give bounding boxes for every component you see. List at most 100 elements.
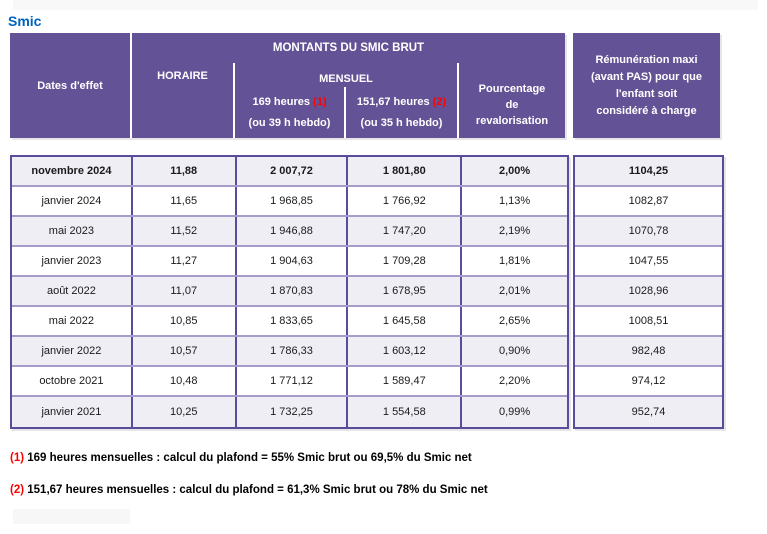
remuneration-cell: 952,74	[631, 406, 666, 418]
remuneration-row: 1047,55	[575, 247, 722, 277]
horaire-cell: 11,27	[130, 247, 235, 275]
table-row: janvier 2021 10,25 1 732,25 1 554,58 0,99%	[12, 397, 567, 427]
horaire-cell: 10,85	[130, 307, 235, 335]
date-cell: novembre 2024	[31, 165, 112, 177]
remuneration-row: 982,48	[575, 337, 722, 367]
mensuel-151-cell: 1 645,58	[346, 307, 460, 335]
table-row: août 2022 11,07 1 870,83 1 678,95 2,01%	[12, 277, 567, 307]
date-cell: août 2022	[46, 285, 96, 297]
table-row: octobre 2021 10,48 1 771,12 1 589,47 2,20%	[12, 367, 567, 397]
header-169-label: 169 heures	[252, 95, 310, 108]
remuneration-cell: 1028,96	[628, 285, 669, 297]
header-montants-smic-brut: MONTANTS DU SMIC BRUT	[132, 33, 565, 63]
remuneration-cell: 1008,51	[628, 315, 669, 327]
pourcentage-cell: 1,13%	[460, 187, 567, 215]
table-row: janvier 2022 10,57 1 786,33 1 603,12 0,90%	[12, 337, 567, 367]
footnote-1-text: 169 heures mensuelles : calcul du plafon…	[27, 452, 472, 464]
pourcentage-cell: 2,19%	[460, 217, 567, 245]
header-remuneration-maxi: Rémunération maxi (avant PAS) pour que l…	[573, 33, 720, 138]
header-right-group: MONTANTS DU SMIC BRUT HORAIRE MENSUEL 16…	[132, 33, 565, 138]
mensuel-169-cell: 2 007,72	[234, 157, 347, 185]
footnote-ref-2: (2)	[432, 95, 447, 108]
mensuel-169-cell: 1 946,88	[234, 217, 347, 245]
header-dates-effet: Dates d'effet	[10, 33, 130, 138]
remuneration-row: 1028,96	[575, 277, 722, 307]
remuneration-row: 1104,25	[575, 157, 722, 187]
mensuel-151-cell: 1 766,92	[346, 187, 460, 215]
pourcentage-cell: 0,99%	[460, 397, 567, 427]
table-row: mai 2023 11,52 1 946,88 1 747,20 2,19%	[12, 217, 567, 247]
header-169-sub: (ou 39 h hebdo)	[248, 116, 331, 129]
date-cell: janvier 2022	[41, 345, 102, 357]
mensuel-169-cell: 1 870,83	[234, 277, 347, 305]
mensuel-151-cell: 1 678,95	[346, 277, 460, 305]
remuneration-row: 1070,78	[575, 217, 722, 247]
horaire-cell: 10,48	[130, 367, 235, 395]
mensuel-151-cell: 1 747,20	[346, 217, 460, 245]
horaire-cell: 11,07	[130, 277, 235, 305]
date-cell: octobre 2021	[39, 375, 104, 387]
remuneration-row: 1008,51	[575, 307, 722, 337]
remuneration-cell: 1082,87	[628, 195, 669, 207]
smic-table-header: Dates d'effet MONTANTS DU SMIC BRUT HORA…	[10, 33, 565, 138]
header-151-heures: 151,67 heures (2) (ou 35 h hebdo)	[346, 87, 457, 138]
mensuel-169-cell: 1 732,25	[234, 397, 347, 427]
footnote-2: (2) 151,67 heures mensuelles : calcul du…	[10, 484, 488, 496]
remuneration-row: 952,74	[575, 397, 722, 427]
pourcentage-cell: 1,81%	[460, 247, 567, 275]
mensuel-151-cell: 1 801,80	[346, 157, 460, 185]
horaire-cell: 10,25	[130, 397, 235, 427]
mensuel-169-cell: 1 771,12	[234, 367, 347, 395]
header-pourcentage-revalorisation: Pourcentage de revalorisation	[459, 63, 565, 138]
date-cell: janvier 2021	[41, 406, 102, 418]
top-strip	[13, 0, 758, 10]
footnote-2-text: 151,67 heures mensuelles : calcul du pla…	[27, 484, 488, 496]
date-cell: janvier 2024	[41, 195, 102, 207]
footnote-2-ref: (2)	[10, 484, 25, 496]
pourcentage-cell: 2,01%	[460, 277, 567, 305]
table-row: janvier 2024 11,65 1 968,85 1 766,92 1,13%	[12, 187, 567, 217]
mensuel-151-cell: 1 589,47	[346, 367, 460, 395]
header-169-heures: 169 heures (1) (ou 39 h hebdo)	[235, 87, 344, 138]
pourcentage-cell: 2,00%	[460, 157, 567, 185]
remuneration-cell: 982,48	[631, 345, 666, 357]
footnote-ref-1: (1)	[313, 95, 327, 108]
bottom-strip	[13, 509, 130, 524]
table-row: janvier 2023 11,27 1 904,63 1 709,28 1,81%	[12, 247, 567, 277]
remuneration-cell: 1104,25	[628, 165, 669, 177]
date-cell: mai 2023	[48, 225, 95, 237]
horaire-cell: 10,57	[130, 337, 235, 365]
remuneration-cell: 1047,55	[628, 255, 669, 267]
mensuel-169-cell: 1 833,65	[234, 307, 347, 335]
horaire-cell: 11,52	[130, 217, 235, 245]
mensuel-169-cell: 1 786,33	[234, 337, 347, 365]
header-151-label: 151,67 heures	[356, 95, 430, 108]
page-title: Smic	[8, 13, 42, 29]
mensuel-151-cell: 1 709,28	[346, 247, 460, 275]
remu-table-rows: 1104,25 1082,87 1070,78 1047,55 1028,96 1008,…	[573, 155, 724, 429]
header-horaire: HORAIRE	[132, 63, 233, 138]
table-row: novembre 2024 11,88 2 007,72 1 801,80 2,00%	[12, 157, 567, 187]
remuneration-cell: 1070,78	[628, 225, 669, 237]
horaire-cell: 11,88	[130, 157, 235, 185]
footnote-1: (1) 169 heures mensuelles : calcul du pl…	[10, 452, 472, 464]
header-mensuel: MENSUEL	[235, 63, 457, 87]
pourcentage-cell: 2,65%	[460, 307, 567, 335]
date-cell: janvier 2023	[41, 255, 102, 267]
mensuel-151-cell: 1 603,12	[346, 337, 460, 365]
smic-table-rows: novembre 2024 11,88 2 007,72 1 801,80 2,00% j…	[10, 155, 569, 429]
remuneration-row: 974,12	[575, 367, 722, 397]
header-151-sub: (ou 35 h hebdo)	[360, 116, 443, 129]
table-row: mai 2022 10,85 1 833,65 1 645,58 2,65%	[12, 307, 567, 337]
mensuel-169-cell: 1 968,85	[234, 187, 347, 215]
horaire-cell: 11,65	[130, 187, 235, 215]
header-mensuel-group: MENSUEL 169 heures (1) (ou 39 h hebdo) 1…	[235, 63, 457, 138]
remuneration-cell: 974,12	[631, 375, 666, 387]
footnote-1-ref: (1)	[10, 452, 25, 464]
remuneration-row: 1082,87	[575, 187, 722, 217]
mensuel-151-cell: 1 554,58	[346, 397, 460, 427]
pourcentage-cell: 0,90%	[460, 337, 567, 365]
pourcentage-cell: 2,20%	[460, 367, 567, 395]
mensuel-169-cell: 1 904,63	[234, 247, 347, 275]
date-cell: mai 2022	[48, 315, 95, 327]
